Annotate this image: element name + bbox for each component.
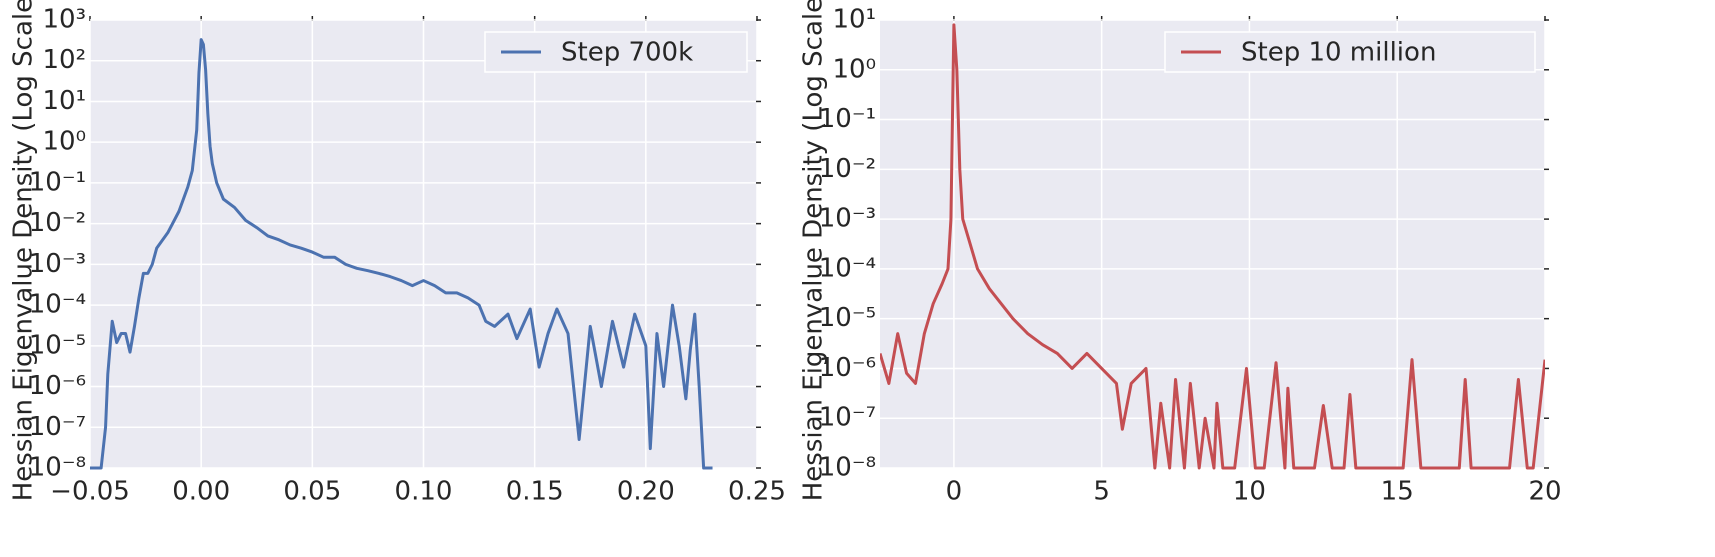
x-tick-label: 5 bbox=[1093, 477, 1110, 507]
y-tick-label: 10⁻² bbox=[819, 154, 876, 184]
x-tick-label: 15 bbox=[1381, 477, 1414, 507]
y-tick-label: 10⁻⁷ bbox=[29, 412, 86, 442]
legend-box bbox=[1164, 31, 1536, 73]
y-tick-label: 10⁻⁵ bbox=[819, 303, 876, 333]
plot-area bbox=[880, 20, 1545, 468]
x-tick-label: 10 bbox=[1233, 477, 1266, 507]
y-axis-label: Hessian Eigenvalue Density (Log Scale) bbox=[9, 0, 39, 501]
y-tick-label: 10⁻¹ bbox=[29, 167, 86, 197]
data-line bbox=[880, 23, 1545, 470]
y-tick-label: 10⁻³ bbox=[819, 204, 876, 234]
y-tick-label: 10⁻⁵ bbox=[29, 330, 86, 360]
x-tick-label: 0.05 bbox=[283, 477, 341, 507]
y-tick-label: 10⁻⁴ bbox=[819, 253, 876, 283]
y-tick-label: 10⁻⁷ bbox=[819, 403, 876, 433]
y-axis-label: Hessian Eigenvalue Density (Log Scale) bbox=[799, 0, 829, 501]
y-tick-label: 10⁻⁸ bbox=[29, 453, 86, 483]
x-tick-label: 20 bbox=[1528, 477, 1561, 507]
x-tick-label: −0.05 bbox=[50, 477, 130, 507]
legend-label: Step 10 million bbox=[1241, 38, 1436, 68]
y-tick-label: 10¹ bbox=[832, 5, 876, 35]
y-tick-label: 10² bbox=[42, 45, 86, 75]
x-tick-label: 0.20 bbox=[617, 477, 675, 507]
x-tick-label: 0.15 bbox=[506, 477, 564, 507]
y-tick-label: 10³ bbox=[42, 5, 86, 35]
x-tick-label: 0.00 bbox=[172, 477, 230, 507]
x-tick-label: 0.25 bbox=[728, 477, 786, 507]
y-tick-label: 10⁻³ bbox=[29, 249, 86, 279]
y-tick-label: 10¹ bbox=[42, 86, 86, 116]
y-tick-label: 10⁻¹ bbox=[819, 104, 876, 134]
y-tick-label: 10⁻⁶ bbox=[819, 353, 876, 383]
y-tick-label: 10⁰ bbox=[832, 54, 876, 84]
y-tick-label: 10⁻⁴ bbox=[29, 290, 86, 320]
x-tick-label: 0 bbox=[946, 477, 963, 507]
y-tick-label: 10⁻² bbox=[29, 208, 86, 238]
y-tick-label: 10⁻⁸ bbox=[819, 453, 876, 483]
data-line bbox=[90, 38, 713, 470]
y-tick-label: 10⁻⁶ bbox=[29, 371, 86, 401]
legend-label: Step 700k bbox=[561, 38, 693, 68]
x-tick-label: 0.10 bbox=[395, 477, 453, 507]
y-tick-label: 10⁰ bbox=[42, 127, 86, 157]
